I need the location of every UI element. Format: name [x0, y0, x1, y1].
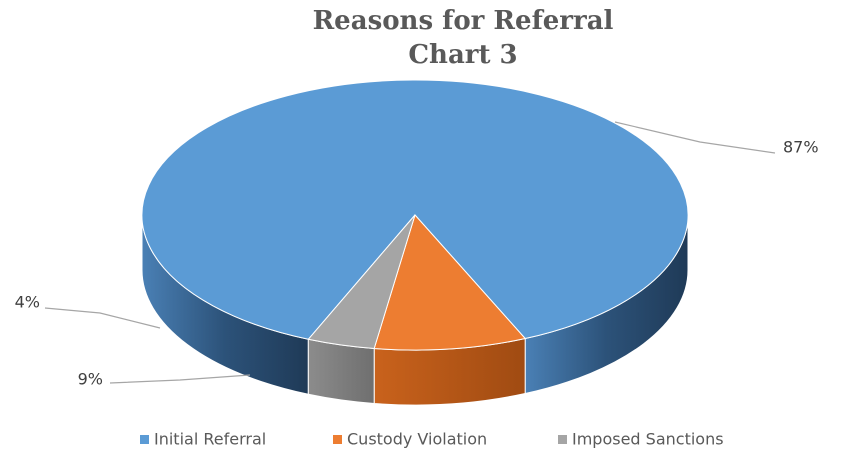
- legend-swatch: [333, 435, 342, 444]
- slice: [373, 214, 527, 351]
- legend-label: Custody Violation: [347, 430, 487, 449]
- slice: [307, 214, 416, 350]
- slice: [141, 79, 689, 340]
- slice-side: [307, 338, 375, 405]
- legend-swatch: [140, 435, 149, 444]
- legend-swatch: [558, 435, 567, 444]
- legend-label: Imposed Sanctions: [572, 430, 724, 449]
- leader-line: [614, 121, 776, 154]
- leader-line: [109, 374, 251, 384]
- data-label: 9%: [78, 370, 103, 389]
- leader-line: [44, 307, 161, 329]
- legend-label: Initial Referral: [154, 430, 266, 449]
- chart-title: Chart 3: [408, 40, 517, 70]
- chart-title: Reasons for Referral: [313, 6, 614, 36]
- data-label: 4%: [15, 293, 40, 312]
- data-label: 87%: [783, 138, 819, 157]
